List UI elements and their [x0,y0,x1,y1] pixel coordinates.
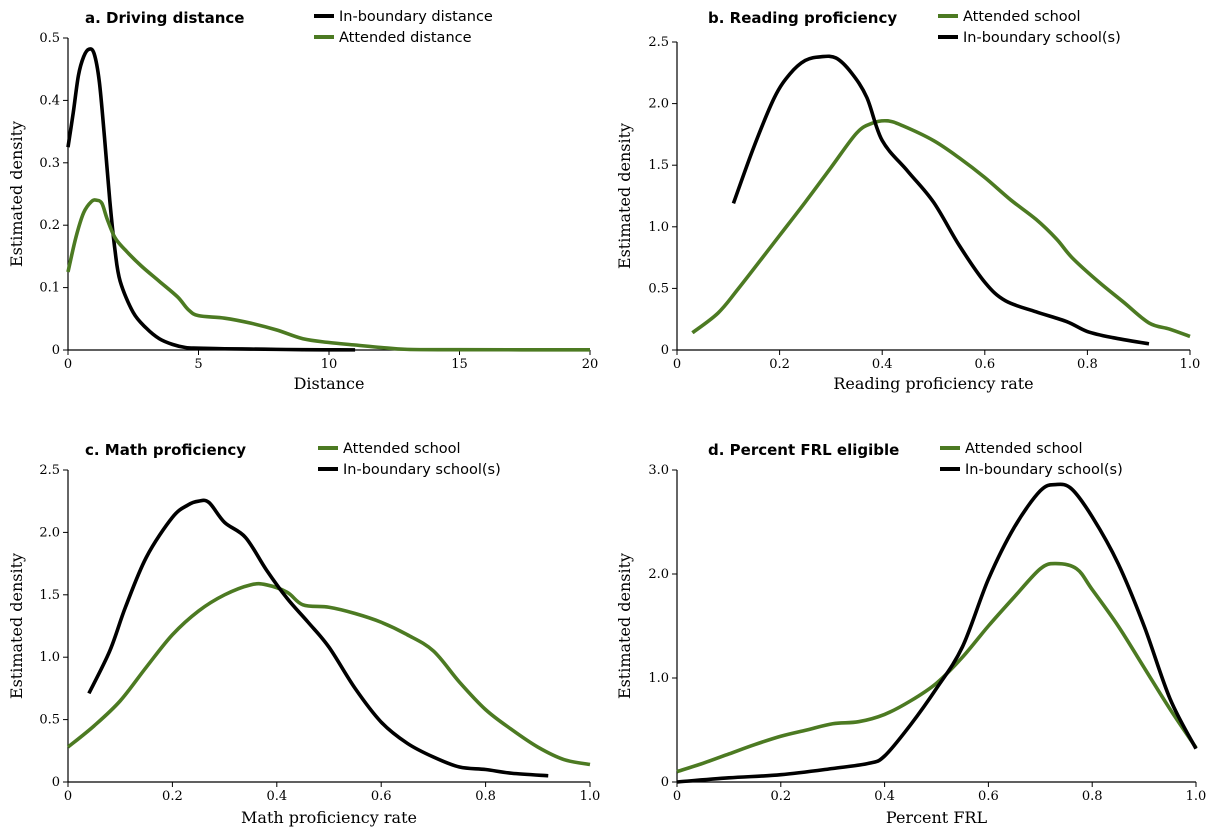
y-tick-label: 1.0 [648,220,669,235]
y-tick-label: 0.5 [648,281,669,296]
legend-label: In-boundary school(s) [343,462,501,478]
y-tick-label: 0.1 [39,281,60,296]
y-tick-label: 1.5 [39,588,60,603]
y-tick-label: 2.0 [39,525,60,540]
panel-title: a. Driving distance [85,9,244,27]
legend-label: Attended school [343,441,461,457]
x-tick-label: 0.2 [769,357,790,372]
x-tick-label: 0.2 [770,789,791,804]
legend-label: Attended school [963,9,1081,25]
series-line-attended-school [692,121,1190,337]
x-tick-label: 0.2 [162,789,183,804]
x-tick-label: 0.6 [974,357,995,372]
y-tick-label: 2.5 [648,35,669,50]
x-tick-label: 0.8 [1082,789,1103,804]
series-line-attended-school [68,584,590,765]
y-tick-label: 2.5 [39,463,60,478]
x-tick-label: 0.6 [371,789,392,804]
x-tick-label: 0.4 [872,357,893,372]
legend-label: Attended school [965,441,1083,457]
x-tick-label: 1.0 [1186,789,1207,804]
chart-panel-1: 0 5 10 15 20 0 0.1 0.2 0.3 0.4 0.5 Distance Estimate… [7,9,598,393]
x-tick-label: 0 [673,357,681,372]
series-line-in-boundary-distance [68,49,355,350]
x-tick-label: 10 [321,357,338,372]
series-line-attended-school [677,564,1196,772]
x-tick-label: 20 [582,357,599,372]
y-axis-title: Estimated density [615,123,634,269]
x-axis-title: Math proficiency rate [241,808,417,827]
y-tick-label: 0 [661,343,669,358]
panel-title: d. Percent FRL eligible [708,441,899,459]
legend-label: Attended distance [339,30,472,46]
x-tick-label: 0.4 [874,789,895,804]
legend-label: In-boundary distance [339,9,493,25]
x-tick-label: 0.8 [475,789,496,804]
x-tick-label: 5 [194,357,202,372]
y-tick-label: 0.5 [39,31,60,46]
x-tick-label: 0 [673,789,681,804]
chart-panel-4: 0 0.2 0.4 0.6 0.8 1.0 0 1.0 2.0 3.0 Percent FRL Est… [615,441,1206,827]
x-tick-label: 0 [64,789,72,804]
x-tick-label: 0.6 [978,789,999,804]
x-tick-label: 1.0 [580,789,601,804]
series-line-in-boundary-school-s [733,56,1149,344]
y-tick-label: 2.0 [648,97,669,112]
x-axis-title: Distance [294,374,365,393]
chart-panel-3: 0 0.2 0.4 0.6 0.8 1.0 0 0.5 1.0 1.5 2.0 2.5 Math pro… [7,441,600,827]
y-tick-label: 0 [661,775,669,790]
y-tick-label: 2.0 [648,567,669,582]
y-tick-label: 1.0 [39,650,60,665]
series-line-in-boundary-school-s [677,484,1196,782]
x-tick-label: 1.0 [1180,357,1201,372]
y-tick-label: 1.0 [648,671,669,686]
x-axis-title: Percent FRL [886,808,988,827]
panel-title: b. Reading proficiency [708,9,897,27]
legend-label: In-boundary school(s) [965,462,1123,478]
y-tick-label: 0 [52,775,60,790]
legend-label: In-boundary school(s) [963,30,1121,46]
x-tick-label: 0 [64,357,72,372]
y-axis-title: Estimated density [615,553,634,699]
x-tick-label: 0.8 [1077,357,1098,372]
y-tick-label: 0.5 [39,713,60,728]
y-tick-label: 0.2 [39,218,60,233]
panel-title: c. Math proficiency [85,441,246,459]
y-axis-title: Estimated density [7,121,26,267]
x-tick-label: 0.4 [266,789,287,804]
y-axis-title: Estimated density [7,553,26,699]
y-tick-label: 1.5 [648,158,669,173]
chart-panel-2: 0 0.2 0.4 0.6 0.8 1.0 0 0.5 1.0 1.5 2.0 2.5 Reading … [615,9,1200,393]
x-tick-label: 15 [451,357,468,372]
y-tick-label: 3.0 [648,463,669,478]
x-axis-title: Reading proficiency rate [833,374,1033,393]
y-tick-label: 0 [52,343,60,358]
y-tick-label: 0.3 [39,156,60,171]
y-tick-label: 0.4 [39,93,60,108]
series-line-in-boundary-school-s [89,500,548,775]
